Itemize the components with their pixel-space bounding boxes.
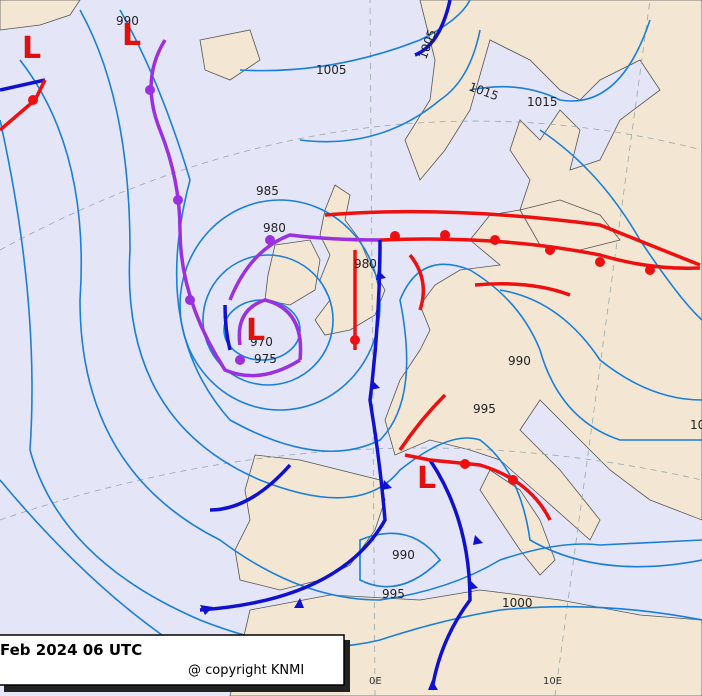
isobar-label: 1015 [527, 95, 558, 109]
isobar-label: 1005 [316, 63, 347, 77]
copyright: @ copyright KNMI [188, 663, 304, 678]
low-pressure-center: L [122, 18, 141, 53]
longitude-label: 0E [369, 676, 382, 687]
low-pressure-center: L [246, 313, 265, 348]
isobar-label: 980 [263, 221, 286, 235]
title: Feb 2024 06 UTC [0, 641, 142, 659]
isobar-label: 975 [254, 352, 277, 366]
isobar-label: 990 [116, 14, 139, 28]
low-pressure-center: L [417, 461, 436, 496]
low-pressure-center: L [22, 31, 41, 66]
isobar-label: 985 [256, 184, 279, 198]
isobar-label: 10 [690, 418, 702, 432]
title-box [0, 634, 345, 686]
isobar-label: 995 [473, 402, 496, 416]
isobar-label: 1000 [502, 596, 533, 610]
isobar-label: 995 [382, 587, 405, 601]
isobar-label: 980 [354, 257, 377, 271]
isobar-label: 970 [250, 335, 273, 349]
longitude-label: 10E [543, 676, 562, 687]
isobar-label: 990 [508, 354, 531, 368]
isobar-label: 990 [392, 548, 415, 562]
